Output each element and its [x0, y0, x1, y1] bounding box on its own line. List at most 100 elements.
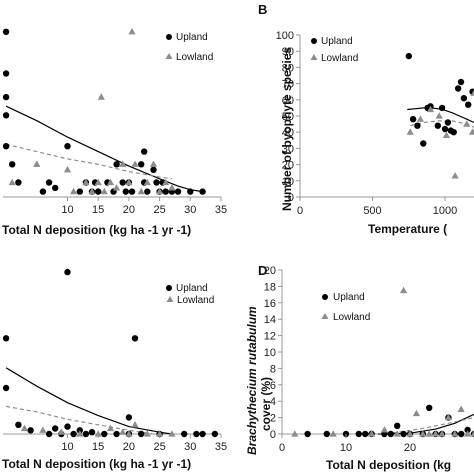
upland-point: [2, 93, 10, 101]
lowland-point: [125, 430, 133, 437]
upland-point: [181, 430, 188, 438]
lowland-point: [70, 187, 78, 195]
upland-point: [199, 188, 206, 195]
x-tick-label: 25: [153, 204, 165, 216]
lowland-point: [143, 430, 151, 437]
lowland-point: [119, 428, 127, 435]
lowland-point: [94, 178, 102, 186]
y-tick-label: 6: [270, 380, 276, 392]
upland-point: [2, 384, 10, 392]
upland-point: [2, 335, 10, 342]
lowland-point: [143, 178, 151, 186]
lowland-point: [425, 430, 433, 437]
x-tick-label: 500: [363, 205, 381, 217]
upland-point: [457, 78, 465, 86]
y-tick-label: 2: [270, 413, 276, 425]
upland-point: [9, 161, 16, 168]
lowland-point: [63, 166, 72, 173]
upland-point: [2, 112, 10, 119]
lowland-point: [131, 160, 139, 167]
lowland-point: [39, 426, 47, 433]
upland-point: [113, 430, 120, 438]
lowland-point: [128, 28, 136, 35]
upland-point: [405, 52, 412, 60]
y-tick-label: 14: [264, 314, 276, 326]
lowland-point: [76, 430, 84, 437]
upland-point: [409, 116, 417, 123]
upland-point: [144, 188, 151, 195]
x-tick-label: 0: [279, 442, 285, 454]
lowland-point: [444, 413, 452, 421]
upland-point: [64, 143, 71, 150]
upland-point: [414, 122, 421, 129]
upland-point: [464, 426, 471, 434]
lowland-point: [419, 430, 427, 437]
lowland-point: [33, 160, 41, 167]
legend-upland-marker: [311, 38, 317, 44]
upland-point: [70, 430, 77, 438]
lowland-point: [57, 428, 65, 435]
y-tick-label: 10: [264, 347, 276, 359]
upland-point: [64, 423, 71, 430]
y-tick-label: 90: [282, 46, 294, 58]
y-tick-label: 100: [276, 30, 294, 42]
upland-point: [122, 188, 129, 195]
lowland-fit-line: [5, 405, 154, 435]
lowland-point: [125, 178, 133, 186]
upland-point: [88, 429, 96, 436]
lowland-fit-line: [5, 143, 172, 180]
lowland-point: [464, 430, 472, 437]
lowland-point: [400, 286, 408, 294]
panel-a-fit-lines: [5, 105, 203, 193]
lowland-point: [168, 430, 176, 437]
panel-b-ticks: 0 500 1000 0 10 20 30 40 50 60 70 80 90 100: [276, 30, 458, 217]
panel-b: B 0 500 1000 0 10 20 30 40 50 60 70 80 90 100 Upland …: [258, 2, 474, 236]
x-tick-label: 20: [404, 442, 416, 454]
upland-point: [138, 161, 145, 168]
lowland-point: [468, 128, 474, 135]
upland-point: [434, 122, 441, 129]
panel-c-ticks: 10 15 20 25 30 35: [61, 434, 227, 453]
panel-d-points: [291, 286, 474, 438]
panel-c-legend: Upland Lowland: [166, 283, 214, 306]
upland-point: [174, 188, 182, 195]
x-tick-label: 25: [153, 441, 165, 453]
lowland-point: [168, 184, 176, 191]
panel-b-points: [405, 52, 474, 179]
y-tick-label: 20: [282, 160, 294, 172]
lowland-point: [156, 430, 164, 437]
upland-point: [64, 268, 71, 276]
legend-upland-marker: [166, 285, 172, 291]
upland-fit-line: [5, 367, 172, 435]
lowland-point: [156, 187, 164, 195]
panel-d-letter: D: [258, 263, 267, 278]
upland-point: [323, 430, 330, 438]
lowland-point: [416, 115, 424, 122]
panel-c-fit-lines: [5, 367, 172, 435]
upland-point: [465, 101, 472, 108]
upland-point: [113, 161, 120, 168]
y-tick-label: 10: [282, 176, 294, 188]
lowland-point: [470, 430, 474, 437]
y-tick-label: 20: [264, 265, 276, 277]
upland-point: [355, 430, 362, 438]
lowland-point: [451, 172, 459, 179]
upland-point: [82, 430, 90, 438]
x-tick-label: 15: [92, 441, 104, 453]
lowland-point: [451, 430, 459, 437]
legend-lowland-marker: [310, 54, 318, 60]
upland-fit-line: [5, 105, 203, 193]
upland-point: [2, 28, 10, 35]
y-tick-label: 80: [282, 62, 294, 74]
upland-point: [27, 427, 34, 434]
lowland-point: [20, 424, 29, 432]
y-tick-label: 30: [282, 143, 294, 155]
upland-point: [52, 425, 59, 432]
upland-point: [400, 430, 407, 438]
upland-point: [39, 188, 47, 195]
lowland-point: [438, 430, 446, 437]
upland-point: [101, 430, 108, 438]
lowland-point: [329, 430, 337, 437]
x-tick-label: 10: [61, 441, 73, 453]
